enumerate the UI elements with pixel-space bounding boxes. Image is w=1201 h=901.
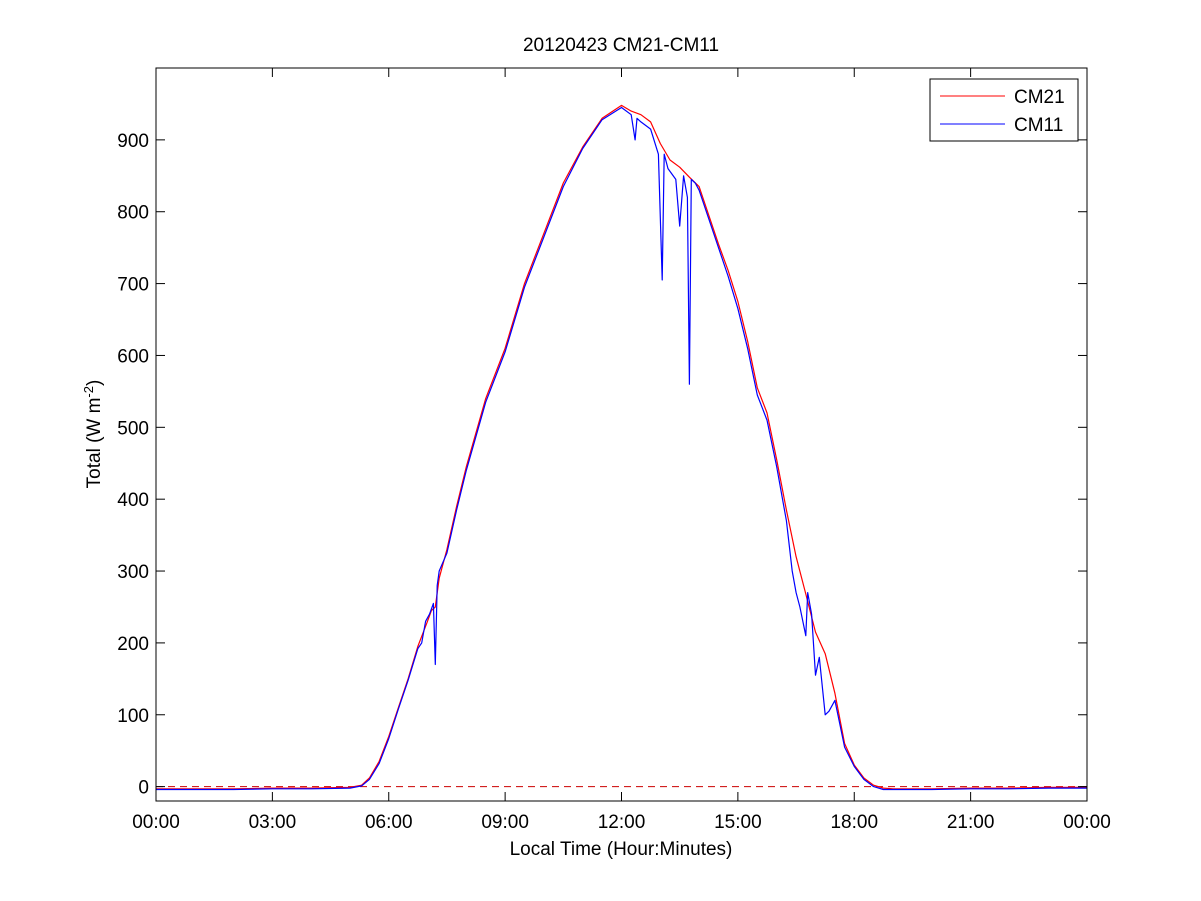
y-tick-label: 600	[117, 346, 149, 367]
y-tick-label: 800	[117, 203, 149, 224]
y-tick-label: 400	[117, 490, 149, 511]
y-axis-label-main: Total (W m	[84, 398, 105, 489]
series-layer	[156, 104, 1087, 791]
x-tick-label: 09:00	[481, 812, 529, 833]
legend: CM21 CM11	[929, 78, 1079, 142]
x-tick-label: 06:00	[365, 812, 413, 833]
plot-area	[156, 68, 1087, 801]
legend-label-cm11: CM11	[1014, 115, 1063, 136]
x-tick-label: 00:00	[1063, 812, 1111, 833]
x-tick-label: 00:00	[132, 812, 180, 833]
x-tick-label: 03:00	[249, 812, 297, 833]
legend-box	[929, 78, 1079, 142]
x-axis-label: Local Time (Hour:Minutes)	[510, 839, 733, 860]
legend-label-cm21: CM21	[1014, 87, 1065, 108]
chart-title: 20120423 CM21-CM11	[523, 35, 719, 56]
series-line-cm11	[156, 106, 1087, 791]
x-tick-label: 12:00	[598, 812, 646, 833]
y-tick-label: 300	[117, 562, 149, 583]
y-tick-label: 0	[138, 778, 149, 799]
tick-layer: 00:00 03:00 06:00 09:00 12:00 15:00 18:00 21:00…	[117, 68, 1111, 833]
y-tick-label: 500	[117, 418, 149, 439]
x-tick-label: 15:00	[714, 812, 762, 833]
x-tick-label: 18:00	[830, 812, 878, 833]
y-axis-label-close: )	[84, 380, 105, 386]
x-tick-label: 21:00	[947, 812, 995, 833]
y-tick-label: 700	[117, 275, 149, 296]
y-tick-label: 100	[117, 706, 149, 727]
y-axis-label-superscript: -2	[81, 386, 96, 398]
y-tick-label: 900	[117, 131, 149, 152]
y-tick-label: 200	[117, 634, 149, 655]
y-axis-label: Total (W m-2)	[81, 380, 105, 489]
